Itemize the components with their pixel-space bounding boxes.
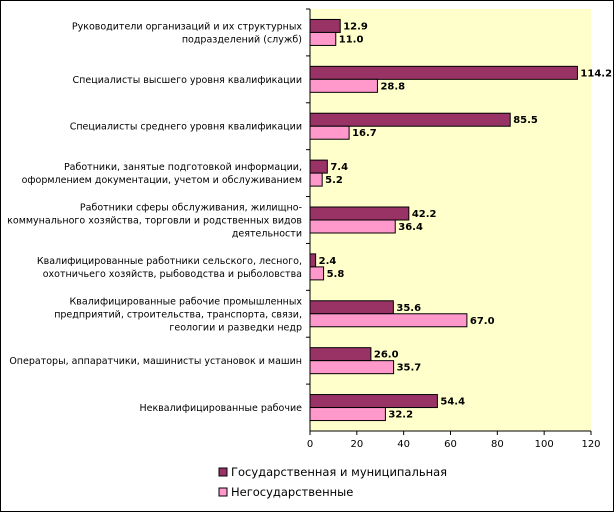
bar-private-4 — [309, 219, 396, 234]
bar-state-8 — [309, 394, 438, 409]
x-tick-label: 80 — [491, 439, 504, 450]
bar-state-7 — [309, 347, 372, 362]
data-label-state-0: 12.9 — [343, 21, 368, 32]
x-tick-label: 0 — [307, 439, 313, 450]
data-label-state-3: 7.4 — [330, 162, 348, 173]
legend-swatch-private — [218, 487, 228, 497]
bar-state-6 — [309, 300, 394, 315]
data-label-private-3: 5.2 — [325, 175, 343, 186]
bar-private-3 — [309, 172, 323, 187]
data-label-private-2: 16.7 — [352, 128, 377, 139]
legend-label-private: Негосударственные — [231, 485, 353, 499]
x-tick-label: 120 — [581, 439, 600, 450]
category-labels: Руководители организаций и их структурны… — [7, 21, 302, 414]
bar-state-0 — [309, 18, 341, 33]
legend: Государственная и муниципальная Негосудар… — [218, 465, 447, 499]
bar-private-7 — [309, 360, 395, 375]
x-tick-label: 40 — [397, 439, 410, 450]
data-label-private-4: 36.4 — [398, 222, 423, 233]
bar-state-1 — [309, 65, 578, 80]
bar-private-0 — [309, 31, 337, 46]
category-label-6: Квалифицированные рабочие промышленных пр… — [54, 296, 302, 333]
data-label-state-4: 42.2 — [412, 209, 437, 220]
x-tick-label: 100 — [535, 439, 554, 450]
category-label-8: Неквалифицированные рабочие — [139, 403, 302, 414]
bars — [309, 18, 578, 422]
legend-label-state: Государственная и муниципальная — [231, 465, 447, 479]
bar-state-5 — [309, 253, 317, 268]
bar-private-5 — [309, 266, 325, 281]
category-label-7: Операторы, аппаратчики, машинисты устано… — [9, 356, 302, 367]
category-label-1: Специалисты высшего уровня квалификации — [73, 75, 302, 86]
data-label-private-7: 35.7 — [397, 363, 422, 374]
data-label-state-1: 114.2 — [580, 68, 612, 79]
legend-swatch-state — [218, 467, 228, 477]
data-label-private-8: 32.2 — [388, 410, 413, 421]
x-tick-label: 20 — [350, 439, 363, 450]
data-label-private-1: 28.8 — [380, 81, 405, 92]
data-label-state-5: 2.4 — [319, 256, 337, 267]
data-label-private-5: 5.8 — [327, 269, 345, 280]
value-labels: 12.9 11.0 114.2 28.8 85.5 16.7 7.4 5.2 42.2 36.4 2… — [319, 21, 612, 420]
bar-private-8 — [309, 407, 386, 422]
bar-state-3 — [309, 159, 328, 174]
category-label-4: Работники сферы обслуживания, жилищно-ко… — [7, 203, 302, 240]
category-label-2: Специалисты среднего уровня квалификации — [70, 122, 302, 133]
bar-private-2 — [309, 125, 350, 140]
data-label-state-8: 54.4 — [440, 397, 465, 408]
data-label-state-7: 26.0 — [374, 350, 399, 361]
bar-state-2 — [309, 112, 511, 127]
x-axis: 0 20 40 60 80 100 120 — [306, 8, 601, 450]
data-label-state-2: 85.5 — [513, 115, 538, 126]
bar-state-4 — [309, 206, 410, 221]
data-label-private-0: 11.0 — [339, 34, 364, 45]
category-label-0: Руководители организаций и их структурны… — [72, 21, 303, 45]
bar-private-6 — [309, 313, 468, 328]
data-label-state-6: 35.6 — [396, 303, 421, 314]
bar-private-1 — [309, 78, 378, 93]
x-tick-label: 60 — [444, 439, 457, 450]
category-label-5: Квалифицированные работники сельского, л… — [37, 256, 302, 280]
category-label-3: Работники, занятые подготовкой информаци… — [22, 162, 302, 186]
data-label-private-6: 67.0 — [470, 316, 495, 327]
